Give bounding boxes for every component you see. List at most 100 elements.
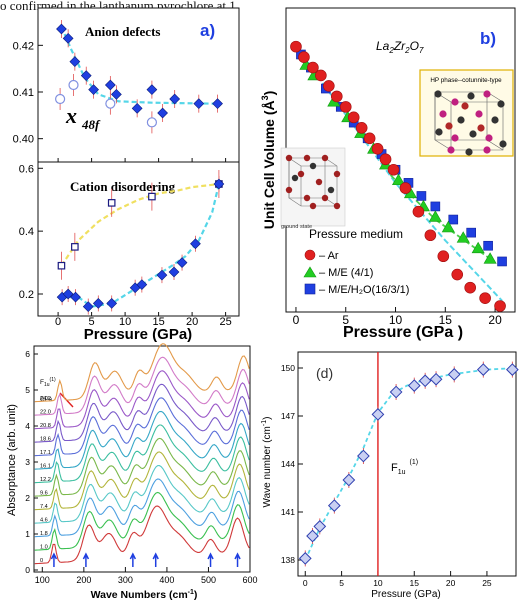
panel-c-pressure-label: 16.1 <box>40 464 51 470</box>
structure-atom-left <box>297 170 305 178</box>
structure-atom-left <box>303 154 311 162</box>
panel-b-point-me41 <box>441 220 455 233</box>
panel-a-bottom-open-point <box>148 192 156 201</box>
structure-atom-right <box>477 124 485 132</box>
panel-a-top-point <box>69 56 81 68</box>
panel-c-pressure-label: 4.6 <box>40 518 48 524</box>
panel-d-point <box>447 368 461 381</box>
panel-a-bottom-frame <box>37 161 240 317</box>
panel-b-point-me1631 <box>497 256 507 267</box>
panel-c-xtick-label: 100 <box>35 575 50 585</box>
panel-a-top-point <box>169 93 181 105</box>
panel-a-bottom-open-point <box>57 261 66 270</box>
panel-d-xtick-label: 10 <box>373 578 383 588</box>
panel-d-point <box>429 372 443 386</box>
panel-a-bottom-open-point <box>71 243 79 251</box>
panel-a-ylabel-sub: 48f <box>81 117 101 132</box>
panel-c-pressure-label: 22.0 <box>40 410 51 416</box>
panel-d-point <box>418 374 432 388</box>
panel-c-pressure-label: 12.2 <box>40 477 51 483</box>
panel-d-xlabel: Pressure (GPa) <box>371 589 440 600</box>
panel-a-top-point <box>111 88 122 100</box>
panel-a-bottom-point <box>176 257 188 268</box>
panel-c-pressure-label: 17.1 <box>40 450 51 456</box>
structure-atom-left <box>309 162 317 170</box>
panel-b-point-ar <box>451 268 464 281</box>
panel-b-point-me41 <box>428 210 442 222</box>
structure-atom-right <box>457 116 465 124</box>
panel-a-xtick-label: 10 <box>119 316 131 328</box>
structure-atom-left <box>333 170 341 178</box>
structure-atom-right <box>499 140 507 148</box>
structure-atom-right <box>451 98 459 106</box>
panel-b-point-ar <box>339 101 352 113</box>
panel-a-top-point <box>62 32 74 44</box>
panel-c-peak-arrow <box>82 552 90 567</box>
panel-c-chart: F1u(1) GPa Absorptance (arb. unit) Wave … <box>6 343 258 600</box>
panel-c-xtick-label: 300 <box>118 575 133 585</box>
panel-a-top-point <box>88 84 99 96</box>
panel-a-top-open-point <box>146 117 157 128</box>
panel-a-bottom-ytick-label: 0.4 <box>19 226 34 238</box>
panel-c-spectrum-line <box>34 505 250 565</box>
structure-atom-right <box>447 146 455 154</box>
panel-a-ylabel-symbol: x <box>65 103 77 128</box>
structure-atom-right <box>451 134 459 142</box>
panel-a-bottom-point <box>213 178 225 190</box>
panel-d-point <box>389 385 403 399</box>
panel-d-ytick-label: 144 <box>281 459 295 469</box>
panel-c-annotation: F1u(1) <box>40 377 56 388</box>
panel-b-point-ar <box>330 90 343 103</box>
panel-c-xtick-label: 200 <box>76 575 91 585</box>
structure-inset-left: ground state <box>280 147 346 230</box>
panel-d-point <box>306 529 319 543</box>
structure-atom-right <box>483 90 491 98</box>
structure-atom-right <box>475 110 483 118</box>
panel-c-xtick-label: 500 <box>201 575 216 585</box>
panel-a-xtick-label: 20 <box>186 316 198 328</box>
panel-a-bottom-point <box>70 291 81 303</box>
panel-b-point-me1631 <box>430 201 441 212</box>
panel-b-point-me41 <box>391 173 406 186</box>
structure-atom-right <box>434 90 442 98</box>
legend-marker-me41 <box>303 266 317 278</box>
panel-a-top-open-point <box>105 98 116 109</box>
panel-c-spectrum-line <box>34 356 250 416</box>
panel-d-frame <box>297 351 517 577</box>
panel-b-point-ar <box>494 300 506 312</box>
structure-atom-left <box>321 194 329 202</box>
panel-c-peak-arrow <box>152 552 159 567</box>
panel-a-top-point <box>212 98 223 110</box>
panel-b-xtick-label: 20 <box>488 313 502 327</box>
panel-a-xtick-label: 0 <box>55 316 61 328</box>
panel-c-xtick-label: 400 <box>159 575 174 585</box>
panel-b-point-me1631 <box>416 191 427 201</box>
structure-atom-right <box>445 122 453 130</box>
panel-d-xtick-label: 25 <box>482 578 492 588</box>
panel-b-point-ar <box>387 163 400 176</box>
panel-a-top-ytick-label: 0.42 <box>13 40 34 52</box>
panel-a-top-guide <box>60 26 219 105</box>
panel-b-point-ar <box>363 132 376 145</box>
panel-b-tag: b) <box>480 29 496 48</box>
panel-b-legend: Pressure medium – Ar – M/E (4/1) – M/E/H… <box>303 227 409 296</box>
panel-b-xtick-label: 5 <box>342 313 349 327</box>
panel-c-ytick-label: 3 <box>25 457 30 467</box>
panel-c-peak-arrow <box>207 552 214 567</box>
panel-d-chart: (d) Wave number (cm-1) Pressure (GPa) F1… <box>261 351 519 600</box>
panel-b-point-ar <box>399 182 412 194</box>
structure-atom-left <box>321 154 329 162</box>
panel-d-ytick-label: 147 <box>281 411 295 421</box>
panel-b-formula: La2Zr2O7 <box>376 39 424 55</box>
legend-label-me1631: – M/E/H₂O(16/3/1) <box>319 284 409 296</box>
legend-label-me41: – M/E (4/1) <box>319 267 373 279</box>
structure-atom-left <box>315 178 323 186</box>
panel-a-top-point <box>80 70 92 82</box>
panel-c-ytick-label: 0 <box>25 565 30 575</box>
panel-b-point-me41 <box>471 241 485 254</box>
panel-c-ytick-label: 1 <box>25 529 30 539</box>
panel-d-ytick-label: 141 <box>281 507 295 517</box>
structure-atom-left <box>285 154 293 162</box>
panel-c-spectrum-line <box>34 465 250 524</box>
panel-c-frame <box>33 345 251 573</box>
